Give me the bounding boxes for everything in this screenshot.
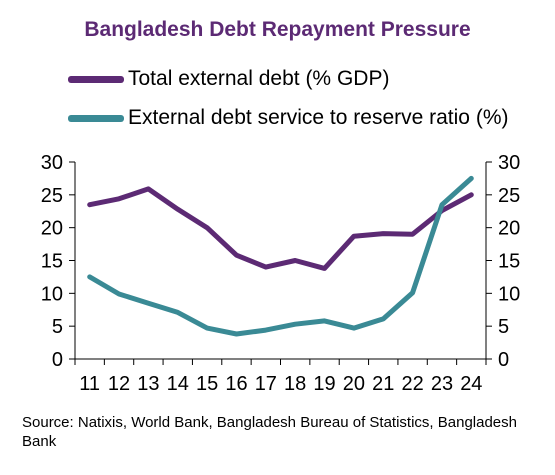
y-tick-label-right: 30 bbox=[498, 152, 520, 174]
x-tick-label: 18 bbox=[284, 373, 306, 395]
x-tick-label: 19 bbox=[313, 373, 335, 395]
y-tick-label-left: 20 bbox=[41, 218, 63, 240]
chart-title: Bangladesh Debt Repayment Pressure bbox=[84, 18, 471, 41]
y-tick-label-left: 10 bbox=[41, 283, 63, 305]
legend-item-debt-service-ratio: External debt service to reserve ratio (… bbox=[68, 104, 508, 132]
y-tick-label-right: 5 bbox=[498, 316, 509, 338]
y-tick-label-left: 15 bbox=[41, 251, 63, 273]
x-tick-label: 11 bbox=[79, 373, 100, 395]
legend-item-total-external-debt: Total external debt (% GDP) bbox=[68, 65, 389, 93]
y-tick-label-left: 0 bbox=[52, 349, 63, 371]
y-tick-label-right: 25 bbox=[498, 185, 520, 207]
x-tick-label: 20 bbox=[343, 373, 365, 395]
x-tick-label: 15 bbox=[196, 373, 218, 395]
y-tick-label-left: 25 bbox=[41, 185, 63, 207]
y-tick-label-left: 30 bbox=[41, 152, 63, 174]
series-line-total-external-debt bbox=[87, 186, 474, 271]
x-tick-label: 21 bbox=[372, 373, 394, 395]
y-tick-label-right: 0 bbox=[498, 349, 509, 371]
x-tick-label: 16 bbox=[225, 373, 247, 395]
y-tick-label-left: 5 bbox=[52, 316, 63, 338]
legend-label-debt-service-ratio: External debt service to reserve ratio (… bbox=[128, 106, 509, 129]
x-tick-label: 13 bbox=[137, 373, 159, 395]
legend-swatch-total-external-debt bbox=[68, 75, 124, 83]
x-tick-label: 23 bbox=[431, 373, 453, 395]
legend-label-total-external-debt: Total external debt (% GDP) bbox=[128, 67, 390, 90]
x-tick-label: 17 bbox=[255, 373, 277, 395]
x-tick-label: 14 bbox=[167, 373, 189, 395]
x-tick-label: 22 bbox=[401, 373, 423, 395]
x-tick-label: 24 bbox=[460, 373, 482, 395]
x-tick-label: 12 bbox=[108, 373, 130, 395]
y-tick-label-right: 10 bbox=[498, 283, 520, 305]
y-tick-label-right: 15 bbox=[498, 251, 520, 273]
legend-swatch-debt-service-ratio bbox=[68, 114, 124, 122]
y-tick-label-right: 20 bbox=[498, 218, 520, 240]
source-note: Source: Natixis, World Bank, Bangladesh … bbox=[22, 414, 517, 450]
series-line-debt-service-ratio bbox=[87, 175, 474, 337]
